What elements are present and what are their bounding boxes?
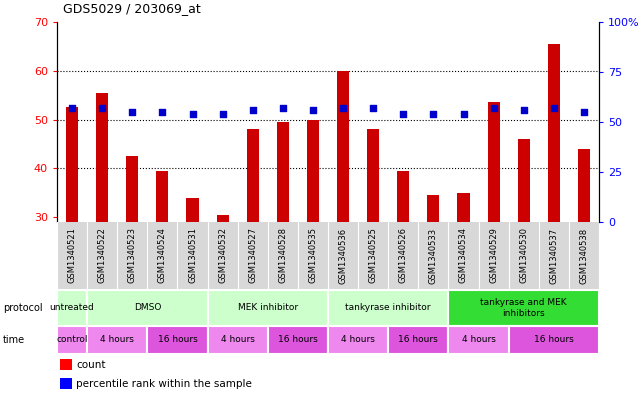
Bar	[60, 360, 72, 370]
Text: GSM1340528: GSM1340528	[278, 228, 287, 283]
Text: GSM1340523: GSM1340523	[128, 228, 137, 283]
Point	[428, 111, 438, 117]
Bar	[518, 139, 529, 222]
Point	[338, 105, 348, 111]
Point	[488, 105, 499, 111]
Bar	[388, 326, 449, 354]
Text: 4 hours: 4 hours	[100, 336, 134, 345]
Bar	[208, 290, 328, 326]
Text: GSM1340535: GSM1340535	[308, 228, 317, 283]
Bar	[548, 44, 560, 222]
Bar	[397, 171, 410, 222]
Bar	[458, 193, 469, 222]
Text: GSM1340527: GSM1340527	[248, 228, 257, 283]
Text: GSM1340525: GSM1340525	[369, 228, 378, 283]
Text: protocol: protocol	[3, 303, 43, 313]
Bar	[328, 326, 388, 354]
Text: time: time	[3, 335, 26, 345]
Bar	[96, 93, 108, 222]
Bar	[578, 149, 590, 222]
Bar	[147, 326, 208, 354]
Text: 16 hours: 16 hours	[534, 336, 574, 345]
Point	[97, 105, 107, 111]
Bar	[60, 378, 72, 389]
Point	[278, 105, 288, 111]
Text: 16 hours: 16 hours	[278, 336, 318, 345]
Bar	[66, 107, 78, 222]
Bar	[187, 198, 199, 222]
Point	[157, 109, 167, 115]
Bar	[208, 326, 268, 354]
Text: DMSO: DMSO	[133, 303, 161, 312]
Point	[308, 107, 318, 113]
Text: GSM1340521: GSM1340521	[67, 228, 76, 283]
Point	[127, 109, 137, 115]
Text: tankyrase and MEK
inhibitors: tankyrase and MEK inhibitors	[480, 298, 567, 318]
Text: untreated: untreated	[50, 303, 94, 312]
Text: MEK inhibitor: MEK inhibitor	[238, 303, 298, 312]
Bar	[57, 290, 87, 326]
Bar	[247, 129, 259, 222]
Bar	[126, 156, 138, 222]
Text: 16 hours: 16 hours	[158, 336, 197, 345]
Point	[398, 111, 408, 117]
Text: GSM1340534: GSM1340534	[459, 228, 468, 283]
Bar	[268, 326, 328, 354]
Text: GDS5029 / 203069_at: GDS5029 / 203069_at	[63, 2, 201, 15]
Bar	[509, 326, 599, 354]
Point	[67, 105, 77, 111]
Text: GSM1340531: GSM1340531	[188, 228, 197, 283]
Text: GSM1340522: GSM1340522	[97, 228, 106, 283]
Bar	[337, 71, 349, 222]
Text: count: count	[76, 360, 106, 370]
Text: GSM1340538: GSM1340538	[579, 228, 588, 284]
Bar	[87, 326, 147, 354]
Bar	[57, 326, 87, 354]
Bar	[449, 290, 599, 326]
Bar	[367, 129, 379, 222]
Bar	[488, 103, 499, 222]
Bar	[328, 290, 449, 326]
Text: GSM1340536: GSM1340536	[338, 228, 347, 284]
Point	[579, 109, 589, 115]
Point	[187, 111, 197, 117]
Text: control: control	[56, 336, 88, 345]
Bar	[307, 119, 319, 222]
Text: tankyrase inhibitor: tankyrase inhibitor	[345, 303, 431, 312]
Text: 16 hours: 16 hours	[399, 336, 438, 345]
Point	[458, 111, 469, 117]
Bar	[277, 122, 289, 222]
Point	[549, 105, 559, 111]
Point	[368, 105, 378, 111]
Text: GSM1340532: GSM1340532	[218, 228, 227, 283]
Text: 4 hours: 4 hours	[462, 336, 495, 345]
Text: GSM1340537: GSM1340537	[549, 228, 558, 284]
Text: 4 hours: 4 hours	[341, 336, 375, 345]
Bar	[87, 290, 208, 326]
Bar	[217, 215, 229, 222]
Point	[519, 107, 529, 113]
Text: GSM1340524: GSM1340524	[158, 228, 167, 283]
Text: GSM1340530: GSM1340530	[519, 228, 528, 283]
Text: GSM1340529: GSM1340529	[489, 228, 498, 283]
Point	[217, 111, 228, 117]
Bar	[428, 195, 440, 222]
Bar	[156, 171, 169, 222]
Text: 4 hours: 4 hours	[221, 336, 254, 345]
Point	[247, 107, 258, 113]
Bar	[449, 326, 509, 354]
Text: percentile rank within the sample: percentile rank within the sample	[76, 378, 252, 389]
Text: GSM1340526: GSM1340526	[399, 228, 408, 283]
Text: GSM1340533: GSM1340533	[429, 228, 438, 284]
